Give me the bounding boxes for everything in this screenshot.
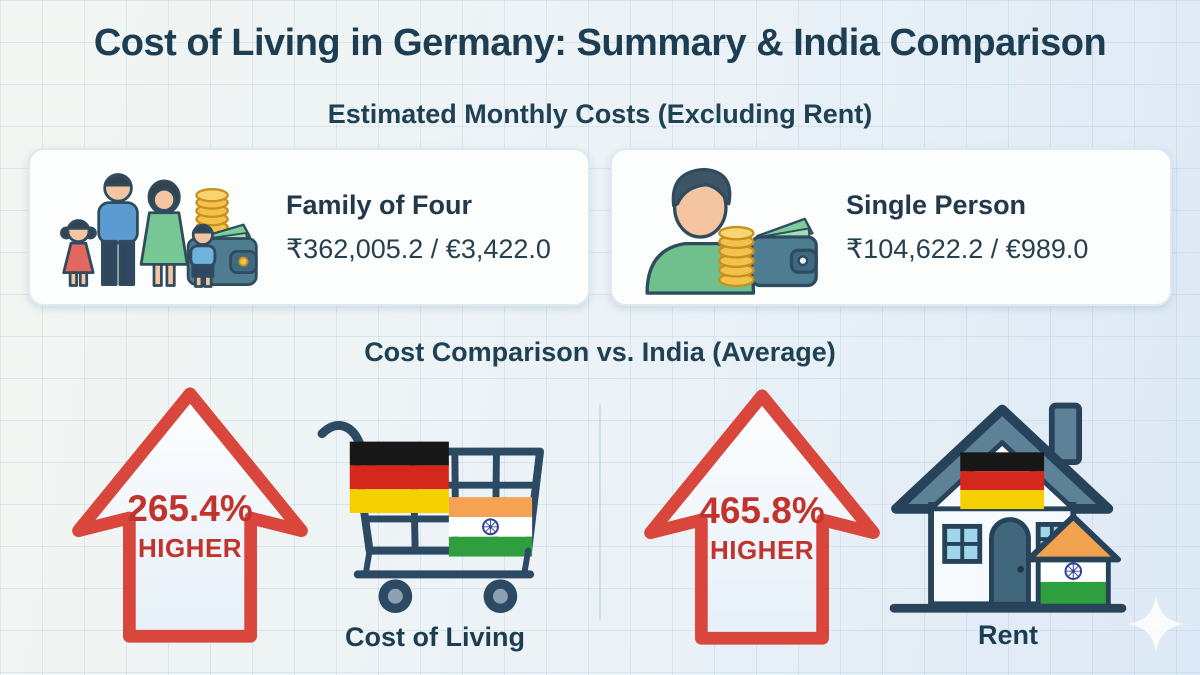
page-title: Cost of Living in Germany: Summary & Ind… <box>93 22 1107 64</box>
family-card-text: Family of Four ₹362,005.2 / €3,422.0 <box>286 190 551 265</box>
cost-of-living-qualifier: HIGHER <box>137 533 243 563</box>
single-person-card-value: ₹104,622.2 / €989.0 <box>846 233 1089 264</box>
single-person-card: Single Person ₹104,622.2 / €989.0 <box>610 148 1172 306</box>
german-flag-icon <box>349 441 449 513</box>
house-with-flags-icon <box>889 402 1127 613</box>
section-divider <box>599 404 601 620</box>
rent-qualifier: HIGHER <box>709 535 815 565</box>
rent-percent: 465.8% <box>699 490 825 531</box>
rent-increase-text: 465.8% HIGHER <box>636 492 888 563</box>
comparison-heading: Cost Comparison vs. India (Average) <box>364 337 836 367</box>
shopping-cart-with-flags-icon <box>317 421 544 614</box>
single-person-card-text: Single Person ₹104,622.2 / €989.0 <box>846 190 1088 265</box>
red-up-arrow-icon <box>72 387 308 643</box>
family-card-title: Family of Four <box>286 189 473 220</box>
sparkle-icon <box>1128 596 1184 652</box>
family-with-wallet-icon <box>59 173 258 288</box>
family-card: Family of Four ₹362,005.2 / €3,422.0 <box>28 148 590 306</box>
cost-of-living-caption: Cost of Living <box>345 622 525 652</box>
summary-cards: Family of Four ₹362,005.2 / €3,422.0 <box>28 148 1172 306</box>
indian-flag-icon <box>448 497 533 557</box>
cost-of-living-figure: Cost of Living <box>312 400 558 653</box>
cost-of-living-increase: 265.4% HIGHER <box>64 384 316 648</box>
rent-increase: 465.8% HIGHER <box>636 386 888 650</box>
cost-of-living-percent: 265.4% <box>127 488 253 529</box>
rent-figure: Rent <box>882 390 1134 651</box>
family-card-value: ₹362,005.2 / €3,422.0 <box>286 233 551 264</box>
cost-of-living-increase-text: 265.4% HIGHER <box>64 490 316 561</box>
subtitle: Estimated Monthly Costs (Excluding Rent) <box>327 99 873 129</box>
red-up-arrow-icon <box>644 389 880 645</box>
person-with-wallet-icon <box>645 167 818 295</box>
rent-caption: Rent <box>978 620 1038 650</box>
german-flag-icon <box>960 452 1045 510</box>
single-person-card-title: Single Person <box>846 189 1027 220</box>
